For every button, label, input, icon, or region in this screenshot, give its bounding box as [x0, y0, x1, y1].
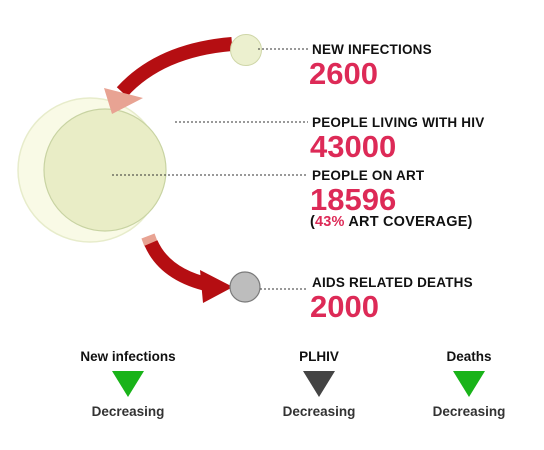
on-art-circle: [43, 108, 167, 232]
death-flow-arrow-tail: [141, 233, 158, 247]
art-coverage-percent: 43%: [315, 214, 345, 230]
trend-plhiv: PLHIV Decreasing: [254, 349, 384, 419]
trend-status: Decreasing: [432, 404, 506, 419]
deaths-value: 2000: [310, 289, 379, 324]
plhiv-label: PEOPLE LIVING WITH HIV: [312, 115, 485, 130]
deaths-label: AIDS RELATED DEATHS: [312, 275, 473, 290]
new-infections-value: 2600: [309, 56, 378, 91]
trend-status: Decreasing: [282, 404, 356, 419]
art-coverage-open: (: [310, 214, 316, 230]
new-infections-label: NEW INFECTIONS: [312, 42, 432, 57]
on-art-value: 18596: [310, 182, 397, 217]
trend-new-infections: New infections Decreasing: [63, 349, 193, 419]
art-coverage-text: ART COVERAGE): [344, 214, 473, 230]
trend-title: PLHIV: [299, 349, 339, 364]
infection-flow-arrow: [116, 37, 233, 97]
plhiv-value: 43000: [310, 129, 397, 164]
trend-status: Decreasing: [91, 404, 165, 419]
infection-arrow-head: [104, 88, 143, 114]
trend-deaths: Deaths Decreasing: [404, 349, 534, 419]
trend-title: Deaths: [446, 349, 492, 364]
death-arrow-head: [200, 270, 233, 303]
triangle-down-dark-icon: [303, 371, 335, 397]
art-coverage: (43% ART COVERAGE): [310, 214, 473, 230]
deaths-circle: [229, 271, 261, 303]
triangle-down-green-icon: [453, 371, 485, 397]
trend-title: New infections: [80, 349, 176, 364]
new-infections-circle: [230, 34, 262, 66]
triangle-down-green-icon: [112, 371, 144, 397]
on-art-label: PEOPLE ON ART: [312, 168, 425, 183]
